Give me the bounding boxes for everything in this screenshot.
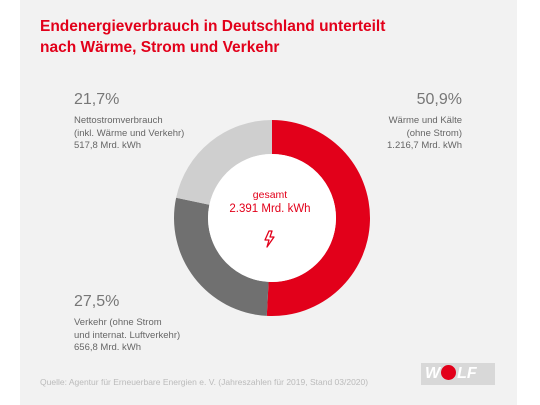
slice-value-waerme: 1.216,7 Mrd. kWh	[387, 140, 462, 151]
slice-label-verkehr: Verkehr (ohne Strom und internat. Luftve…	[74, 317, 181, 341]
donut-hole	[208, 154, 336, 282]
logo-text-right: LF	[457, 365, 477, 382]
slice-label-nettostrom: Nettostromverbrauch (inkl. Wärme und Ver…	[74, 115, 185, 139]
chart-title: Endenergieverbrauch in Deutschland unter…	[40, 18, 386, 56]
source-note: Quelle: Agentur für Erneuerbare Energien…	[40, 377, 369, 387]
slice-value-verkehr: 656,8 Mrd. kWh	[74, 342, 142, 353]
slice-label-waerme: Wärme und Kälte (ohne Strom)	[388, 115, 462, 139]
slice-value-nettostrom: 517,8 Mrd. kWh	[74, 140, 142, 151]
logo-text-left: W	[425, 365, 441, 382]
donut-center: gesamt 2.391 Mrd. kWh	[210, 189, 330, 215]
wolf-logo: W LF	[425, 365, 477, 383]
slice-nettostrom	[176, 120, 272, 205]
lightning-bolt-icon	[264, 230, 275, 248]
slice-waerme	[266, 120, 371, 317]
total-label: gesamt	[252, 189, 288, 201]
logo-dot	[441, 365, 457, 380]
slice-percent-verkehr: 27,5%	[74, 293, 120, 310]
logo-background	[421, 363, 495, 385]
slice-percent-nettostrom: 21,7%	[74, 91, 120, 108]
total-value: 2.391 Mrd. kWh	[229, 203, 311, 215]
slice-percent-waerme: 50,9%	[416, 91, 462, 108]
slice-verkehr	[173, 197, 269, 316]
